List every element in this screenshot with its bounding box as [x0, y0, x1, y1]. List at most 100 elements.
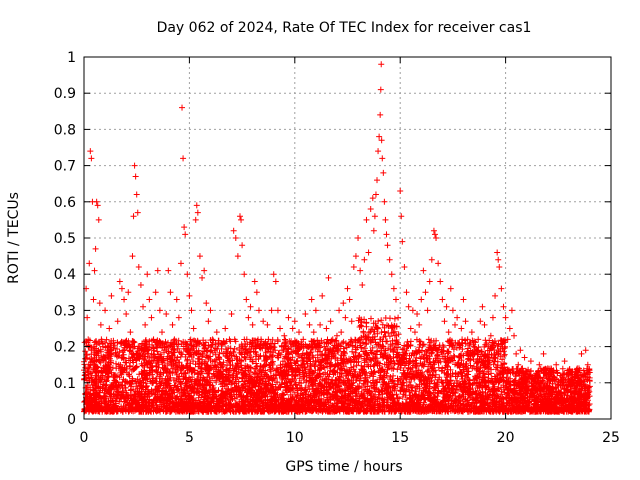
data-point: [94, 202, 101, 209]
data-point: [255, 307, 262, 314]
data-point: [293, 347, 300, 354]
data-point: [163, 311, 170, 318]
data-point: [258, 336, 265, 343]
data-point: [517, 347, 524, 354]
data-point: [384, 242, 391, 249]
data-point: [532, 372, 539, 379]
data-point: [553, 361, 560, 368]
data-point: [338, 329, 345, 336]
data-point: [399, 238, 406, 245]
data-point: [154, 267, 161, 274]
data-point: [82, 372, 89, 379]
data-point: [379, 155, 386, 162]
data-point: [213, 329, 220, 336]
data-point: [363, 216, 370, 223]
tick-labels: 00.10.20.30.40.50.60.70.80.910 5 10 15 20 25: [54, 50, 620, 446]
data-point: [398, 213, 405, 220]
data-point: [515, 361, 522, 368]
data-point: [485, 354, 492, 361]
data-point: [186, 292, 193, 299]
data-point: [544, 365, 551, 372]
data-point: [392, 296, 399, 303]
data-point: [454, 314, 461, 321]
data-point: [511, 332, 518, 339]
data-point: [146, 296, 153, 303]
x-tick-label: 5: [185, 430, 194, 446]
data-point: [116, 278, 123, 285]
data-point: [279, 347, 286, 354]
data-point: [536, 361, 543, 368]
data-point: [243, 296, 250, 303]
data-point: [407, 325, 414, 332]
data-point: [194, 209, 201, 216]
data-point: [430, 227, 437, 234]
data-point: [274, 307, 281, 314]
data-point: [127, 329, 134, 336]
data-point: [131, 162, 138, 169]
y-tick-label: 0.3: [54, 303, 76, 319]
data-point: [319, 292, 326, 299]
data-point: [370, 227, 377, 234]
data-point: [232, 235, 239, 241]
data-point: [133, 191, 140, 198]
data-point: [359, 282, 366, 289]
data-point: [283, 354, 290, 361]
data-point: [441, 318, 448, 325]
data-point: [234, 253, 241, 260]
data-point: [428, 256, 435, 263]
data-point: [329, 336, 336, 343]
data-point: [140, 303, 147, 310]
data-point: [489, 314, 496, 321]
data-point: [340, 300, 347, 307]
data-point: [99, 343, 106, 350]
data-point: [439, 296, 446, 303]
data-point: [173, 296, 180, 303]
data-point: [383, 231, 390, 238]
data-point: [433, 235, 440, 241]
y-tick-label: 0.2: [54, 340, 76, 356]
data-point: [253, 289, 260, 296]
data-point: [84, 314, 91, 321]
data-point: [462, 318, 469, 325]
data-point: [167, 289, 174, 296]
data-point: [584, 361, 591, 368]
data-point: [582, 347, 589, 354]
data-point: [177, 260, 184, 267]
data-point: [350, 263, 357, 270]
data-point: [102, 307, 109, 314]
data-point: [156, 307, 163, 314]
data-point: [375, 148, 382, 155]
data-point: [327, 318, 334, 325]
data-point: [306, 321, 313, 328]
data-point: [230, 227, 237, 234]
data-point: [188, 307, 195, 314]
data-point: [390, 285, 397, 292]
data-point: [557, 372, 564, 379]
x-tick-label: 20: [497, 430, 515, 446]
data-point: [460, 296, 467, 303]
data-point: [435, 260, 442, 267]
data-point: [285, 314, 292, 321]
data-point: [508, 307, 515, 314]
data-point: [224, 350, 231, 357]
data-point: [352, 253, 359, 260]
y-tick-label: 0: [67, 412, 76, 428]
data-point: [218, 339, 225, 346]
data-point: [123, 311, 130, 318]
data-point: [118, 285, 125, 292]
data-point: [458, 325, 465, 332]
data-point: [447, 285, 454, 292]
data-point: [500, 303, 507, 310]
data-point: [348, 318, 355, 325]
data-point: [424, 307, 431, 314]
data-point: [93, 198, 100, 205]
data-point: [521, 354, 528, 361]
y-tick-label: 0.8: [54, 122, 76, 138]
y-tick-label: 0.5: [54, 231, 76, 247]
data-point: [492, 292, 499, 299]
data-point: [226, 336, 233, 343]
data-point: [241, 271, 248, 278]
data-point: [86, 260, 93, 267]
data-point: [321, 343, 328, 350]
